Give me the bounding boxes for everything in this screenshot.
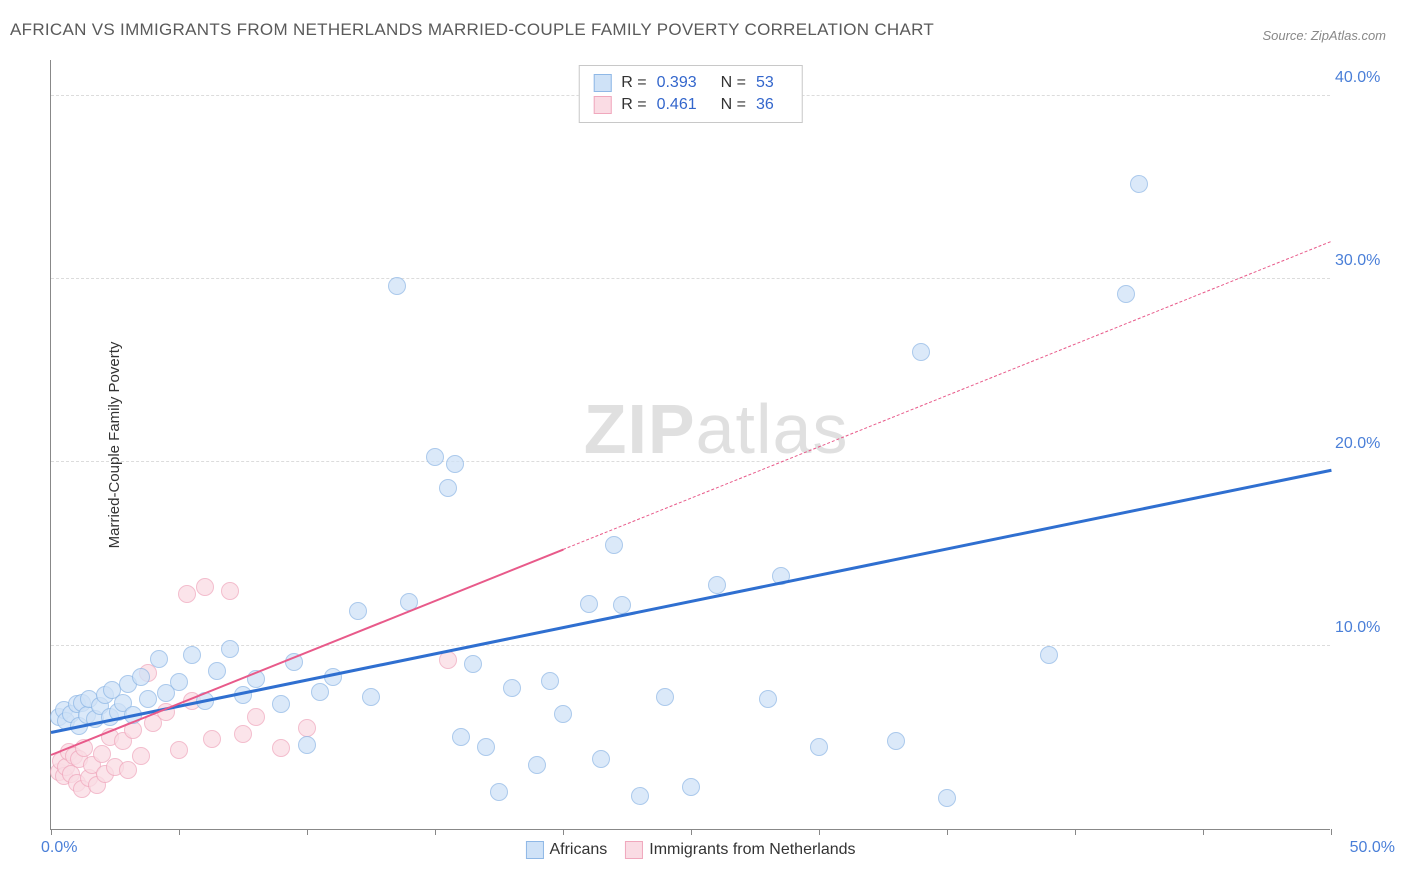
legend-swatch-africans (593, 74, 611, 92)
data-point (446, 455, 464, 473)
data-point (178, 585, 196, 603)
trend-line (563, 241, 1331, 550)
r-value-africans: 0.393 (657, 74, 697, 92)
r-value-netherlands: 0.461 (657, 96, 697, 114)
data-point (1040, 646, 1058, 664)
gridline (51, 278, 1330, 279)
gridline (51, 645, 1330, 646)
data-point (439, 479, 457, 497)
data-point (554, 705, 572, 723)
n-value-africans: 53 (756, 74, 774, 92)
y-tick-label: 20.0% (1335, 435, 1395, 453)
n-value-netherlands: 36 (756, 96, 774, 114)
data-point (810, 738, 828, 756)
data-point (139, 690, 157, 708)
legend-swatch-netherlands-bottom (625, 841, 643, 859)
data-point (150, 650, 168, 668)
data-point (132, 668, 150, 686)
data-point (311, 683, 329, 701)
plot-area: Married-Couple Family Poverty ZIPatlas R… (50, 60, 1330, 830)
y-tick-label: 10.0% (1335, 619, 1395, 637)
watermark-zip: ZIP (584, 390, 696, 468)
data-point (477, 738, 495, 756)
data-point (272, 739, 290, 757)
trend-line (51, 469, 1332, 734)
legend-item-netherlands: Immigrants from Netherlands (625, 841, 855, 859)
data-point (426, 448, 444, 466)
data-point (631, 787, 649, 805)
chart-title: AFRICAN VS IMMIGRANTS FROM NETHERLANDS M… (10, 20, 934, 40)
x-tick-mark (179, 829, 180, 835)
data-point (592, 750, 610, 768)
data-point (503, 679, 521, 697)
y-tick-label: 30.0% (1335, 252, 1395, 270)
data-point (759, 690, 777, 708)
data-point (208, 662, 226, 680)
data-point (938, 789, 956, 807)
legend-item-africans: Africans (525, 841, 607, 859)
data-point (708, 576, 726, 594)
x-tick-50: 50.0% (1350, 839, 1395, 857)
legend-swatch-africans-bottom (525, 841, 543, 859)
x-tick-mark (947, 829, 948, 835)
legend-row-netherlands: R = 0.461 N = 36 (593, 94, 788, 116)
data-point (528, 756, 546, 774)
data-point (349, 602, 367, 620)
legend-row-africans: R = 0.393 N = 53 (593, 72, 788, 94)
data-point (541, 672, 559, 690)
data-point (362, 688, 380, 706)
data-point (170, 741, 188, 759)
source-attribution: Source: ZipAtlas.com (1262, 28, 1386, 43)
x-tick-mark (1075, 829, 1076, 835)
x-tick-mark (51, 829, 52, 835)
x-tick-mark (1203, 829, 1204, 835)
watermark: ZIPatlas (584, 389, 849, 469)
watermark-atlas: atlas (696, 390, 849, 468)
data-point (388, 277, 406, 295)
data-point (464, 655, 482, 673)
x-tick-mark (819, 829, 820, 835)
data-point (1130, 175, 1148, 193)
data-point (580, 595, 598, 613)
legend-swatch-netherlands (593, 96, 611, 114)
data-point (490, 783, 508, 801)
data-point (170, 673, 188, 691)
data-point (656, 688, 674, 706)
data-point (605, 536, 623, 554)
data-point (298, 736, 316, 754)
y-axis-label: Married-Couple Family Poverty (106, 341, 123, 548)
data-point (912, 343, 930, 361)
series-legend: Africans Immigrants from Netherlands (525, 841, 855, 859)
x-tick-mark (691, 829, 692, 835)
x-tick-mark (307, 829, 308, 835)
data-point (234, 725, 252, 743)
data-point (682, 778, 700, 796)
chart-container: AFRICAN VS IMMIGRANTS FROM NETHERLANDS M… (0, 0, 1406, 892)
x-tick-mark (1331, 829, 1332, 835)
data-point (247, 708, 265, 726)
data-point (183, 646, 201, 664)
data-point (1117, 285, 1135, 303)
gridline (51, 461, 1330, 462)
data-point (272, 695, 290, 713)
data-point (221, 582, 239, 600)
data-point (221, 640, 239, 658)
data-point (298, 719, 316, 737)
x-tick-mark (563, 829, 564, 835)
data-point (132, 747, 150, 765)
data-point (452, 728, 470, 746)
y-tick-label: 40.0% (1335, 69, 1395, 87)
x-tick-0: 0.0% (41, 839, 77, 857)
data-point (203, 730, 221, 748)
data-point (196, 578, 214, 596)
correlation-legend: R = 0.393 N = 53 R = 0.461 N = 36 (578, 65, 803, 123)
data-point (887, 732, 905, 750)
x-tick-mark (435, 829, 436, 835)
data-point (119, 761, 137, 779)
